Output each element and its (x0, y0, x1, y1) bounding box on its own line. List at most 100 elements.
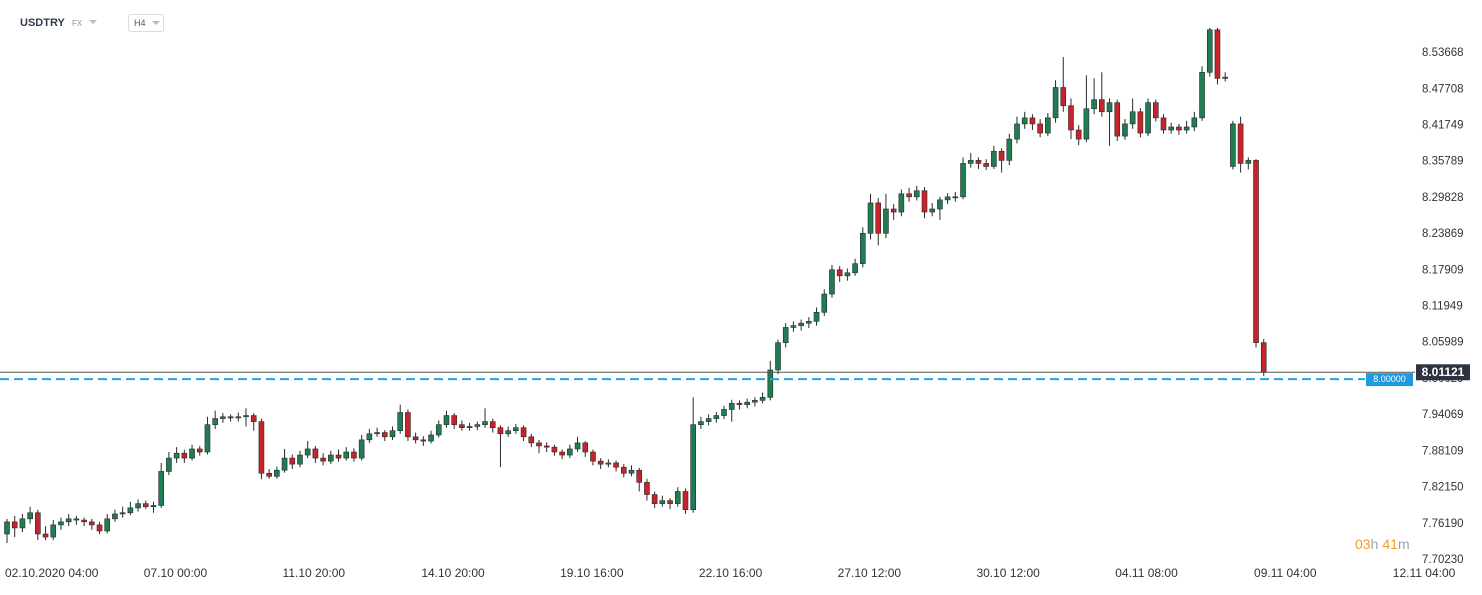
candle-body (358, 439, 365, 459)
candle-body (852, 263, 858, 274)
dropdown-arrow[interactable] (152, 21, 160, 25)
candle-body (728, 403, 735, 410)
candle-body (312, 448, 319, 459)
y-tick-label: 8.41749 (1422, 119, 1464, 131)
candle-body (289, 457, 296, 465)
candle-body (142, 503, 149, 507)
current-price-label: 8.01121 (1422, 365, 1465, 379)
candle-body (81, 519, 87, 523)
y-tick-label: 8.05989 (1422, 337, 1464, 349)
candle-body (150, 505, 157, 507)
candle-body (405, 412, 411, 438)
y-tick-label: 8.47708 (1422, 83, 1464, 95)
candle-body (1199, 71, 1205, 119)
candle-body (906, 193, 912, 198)
candle-body (698, 421, 704, 425)
x-tick-label: 30.10 12:00 (976, 566, 1040, 580)
candle-body (806, 321, 812, 324)
candle-body (1245, 160, 1252, 164)
candle-body (351, 451, 357, 459)
x-tick-label: 07.10 00:00 (144, 566, 208, 580)
y-tick-label: 7.76190 (1422, 518, 1464, 530)
dropdown-arrow[interactable] (89, 20, 97, 24)
candle-body (775, 342, 781, 371)
candle-body (983, 163, 989, 167)
candle-body (636, 469, 643, 483)
candle-body (1122, 123, 1128, 137)
candle-body (767, 369, 774, 398)
candle-body (644, 482, 650, 495)
candle-body (204, 424, 211, 453)
candle-body (227, 416, 234, 419)
candle-body (628, 469, 635, 474)
candle-body (998, 150, 1005, 161)
candle-body (759, 397, 766, 401)
candle-body (520, 427, 527, 438)
price-lines: 8.00000 8.01121 (0, 364, 1470, 387)
candle-body (1260, 342, 1267, 373)
candle-body (605, 462, 612, 465)
candle-body (705, 418, 712, 422)
candle-body (4, 521, 10, 535)
candle-body (690, 424, 696, 511)
candle-body (536, 442, 542, 447)
y-tick-label: 8.53668 (1422, 47, 1464, 59)
timeframe-selector[interactable] (128, 14, 164, 32)
candle-body (1214, 29, 1221, 79)
candle-body (235, 416, 242, 419)
countdown-hours: 03 (1355, 536, 1371, 552)
y-tick-label: 7.70230 (1422, 554, 1464, 566)
candle-body (27, 512, 33, 520)
y-tick-label: 7.94069 (1422, 409, 1464, 421)
candle-body (1191, 117, 1198, 128)
candle-body (798, 322, 804, 326)
header: USDTRY FX H4 (20, 14, 164, 32)
y-tick-label: 7.88109 (1422, 445, 1464, 457)
candle-body (937, 199, 943, 210)
candle-body (929, 208, 936, 213)
y-axis: 8.53668 8.47708 8.41749 8.35789 8.29828 8.238… (1415, 47, 1464, 566)
candle-body (913, 190, 920, 198)
candle-body (620, 466, 627, 474)
candle-body (35, 512, 41, 535)
symbol-name[interactable]: USDTRY (20, 17, 65, 29)
x-tick-label: 04.11 08:00 (1115, 566, 1178, 580)
countdown-unit: m (1398, 536, 1410, 552)
candle-body (58, 521, 64, 526)
x-axis: 02.10.2020 04:00 07.10 00:00 11.10 20:00 14… (5, 566, 1456, 580)
candle-body (274, 469, 280, 477)
y-tick-label: 8.17909 (1422, 264, 1464, 276)
candle-body (96, 524, 103, 532)
candle-body (1176, 126, 1182, 131)
candle-body (474, 424, 481, 427)
candle-body (19, 518, 26, 529)
candle-body (559, 451, 565, 456)
candle-body (181, 452, 188, 459)
candle-body (960, 163, 966, 198)
x-tick-label: 19.10 16:00 (560, 566, 624, 580)
candle-body (890, 208, 897, 213)
candle-body (243, 415, 249, 418)
candles (4, 27, 1267, 544)
timeframe-label[interactable]: H4 (134, 18, 146, 28)
candle-body (112, 513, 118, 520)
candle-body (304, 448, 311, 456)
candle-body (1152, 102, 1159, 119)
candle-body (1230, 123, 1236, 167)
candle-body (104, 518, 111, 532)
candle-body (335, 454, 342, 459)
candle-body (1052, 87, 1059, 119)
y-tick-label: 8.35789 (1422, 156, 1464, 168)
y-tick-label: 8.11949 (1422, 301, 1463, 313)
candle-body (281, 457, 288, 471)
candle-body (297, 454, 303, 465)
candle-body (1206, 29, 1213, 73)
candle-body (782, 327, 789, 343)
candle-body (420, 439, 427, 442)
candle-body (651, 494, 658, 504)
candle-body (119, 512, 126, 515)
candle-body (1045, 117, 1051, 134)
candle-body (921, 190, 928, 213)
candle-body (590, 451, 596, 462)
